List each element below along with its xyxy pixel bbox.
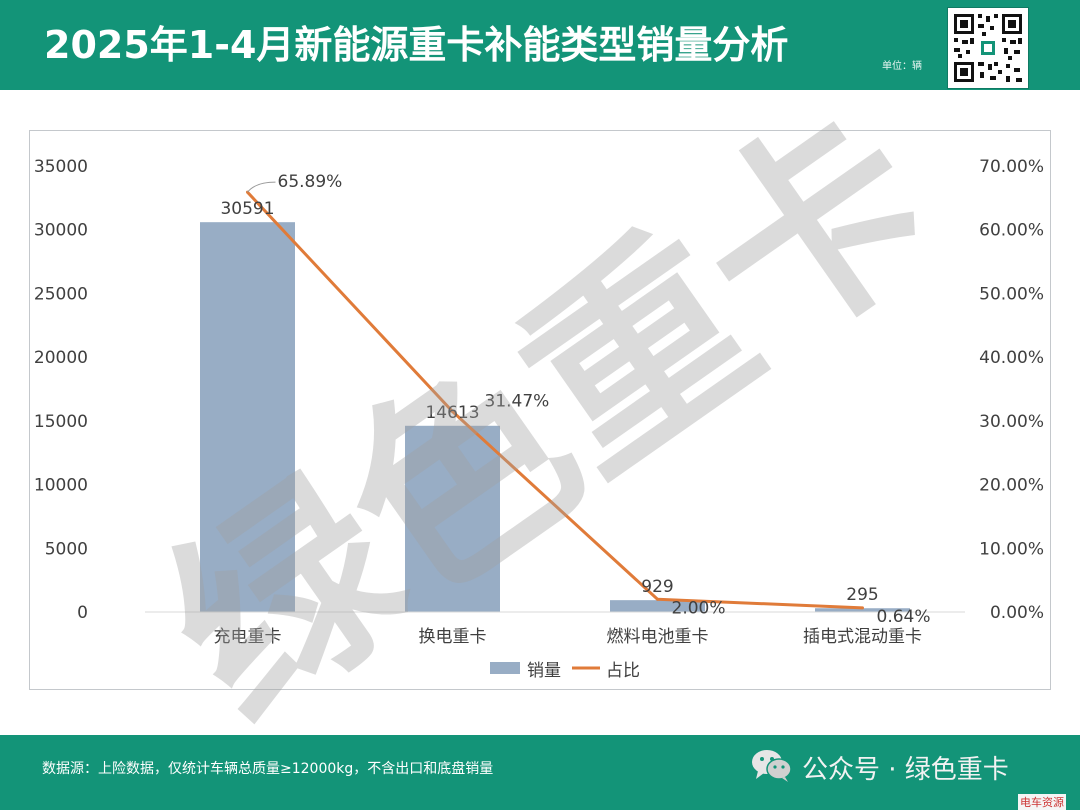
data-source-text: 数据源：上险数据，仅统计车辆总质量≥12000kg，不含出口和底盘销量 bbox=[42, 761, 494, 777]
wechat-icon bbox=[750, 747, 794, 787]
x-tick-label: 插电式混动重卡 bbox=[803, 627, 922, 647]
share-value-label: 31.47% bbox=[485, 391, 550, 411]
x-tick-label: 换电重卡 bbox=[419, 627, 487, 647]
share-value-label: 65.89% bbox=[278, 172, 343, 192]
y-right-tick-label: 40.00% bbox=[979, 348, 1044, 368]
y-right-tick-label: 50.00% bbox=[979, 284, 1044, 304]
y-right-tick-label: 70.00% bbox=[979, 157, 1044, 177]
line-layer bbox=[246, 190, 864, 610]
wechat-account-label: 公众号 · 绿色重卡 bbox=[802, 754, 1009, 785]
bar-4 bbox=[815, 608, 910, 612]
y-right-tick-label: 30.00% bbox=[979, 412, 1044, 432]
legend: 销量 占比 bbox=[490, 661, 640, 681]
y-right-tick-label: 0.00% bbox=[990, 603, 1044, 623]
bars-layer bbox=[200, 222, 910, 612]
y-right-tick-label: 10.00% bbox=[979, 539, 1044, 559]
data-labels-layer: 30591 14613 929 295 65.89% 31.47% 2.00% 0.64% bbox=[220, 172, 930, 627]
bar-value-label: 295 bbox=[846, 585, 878, 605]
leader-line bbox=[247, 181, 276, 193]
y-left-tick-label: 20000 bbox=[34, 348, 88, 368]
wechat-account: 公众号 · 绿色重卡 bbox=[750, 749, 1009, 785]
share-value-label: 2.00% bbox=[672, 598, 726, 618]
y-left-tick-label: 10000 bbox=[34, 476, 88, 496]
legend-bar-label: 销量 bbox=[527, 661, 561, 681]
y-left-tick-label: 0 bbox=[77, 603, 88, 623]
qr-code-icon bbox=[947, 7, 1029, 89]
y-left-tick-label: 35000 bbox=[34, 157, 88, 177]
bar-2 bbox=[405, 425, 500, 612]
y-left-tick-label: 15000 bbox=[34, 412, 88, 432]
y-right-tick-label: 20.00% bbox=[979, 476, 1044, 496]
bar-1 bbox=[200, 222, 295, 612]
header-bar: 2025年1-4月新能源重卡补能类型销量分析 单位：辆 bbox=[0, 0, 1080, 90]
share-point-2 bbox=[451, 409, 454, 413]
bar-value-label: 30591 bbox=[220, 199, 274, 219]
share-point-3 bbox=[656, 597, 659, 601]
x-tick-label: 燃料电池重卡 bbox=[607, 627, 709, 647]
page-title: 2025年1-4月新能源重卡补能类型销量分析 bbox=[44, 23, 789, 67]
bar-value-label: 14613 bbox=[425, 403, 479, 423]
y-left-tick-label: 25000 bbox=[34, 284, 88, 304]
y-left-tick-label: 30000 bbox=[34, 221, 88, 241]
share-point-4 bbox=[861, 606, 864, 610]
bar-3 bbox=[610, 600, 705, 612]
x-tick-label: 充电重卡 bbox=[214, 627, 282, 647]
share-line bbox=[246, 191, 863, 610]
legend-bar-swatch bbox=[490, 662, 520, 674]
share-value-label: 0.64% bbox=[877, 607, 931, 627]
corner-source-tag: 电车资源 bbox=[1018, 794, 1066, 810]
bar-value-label: 929 bbox=[641, 577, 673, 597]
y-left-tick-label: 5000 bbox=[45, 539, 88, 559]
footer-bar bbox=[0, 735, 1080, 810]
y-right-tick-label: 60.00% bbox=[979, 221, 1044, 241]
axes-layer: 0 5000 10000 15000 20000 25000 30000 35000 0.00%… bbox=[34, 157, 1044, 647]
legend-line-label: 占比 bbox=[606, 661, 640, 681]
unit-label: 单位：辆 bbox=[882, 61, 922, 72]
chart-frame bbox=[29, 130, 1051, 690]
